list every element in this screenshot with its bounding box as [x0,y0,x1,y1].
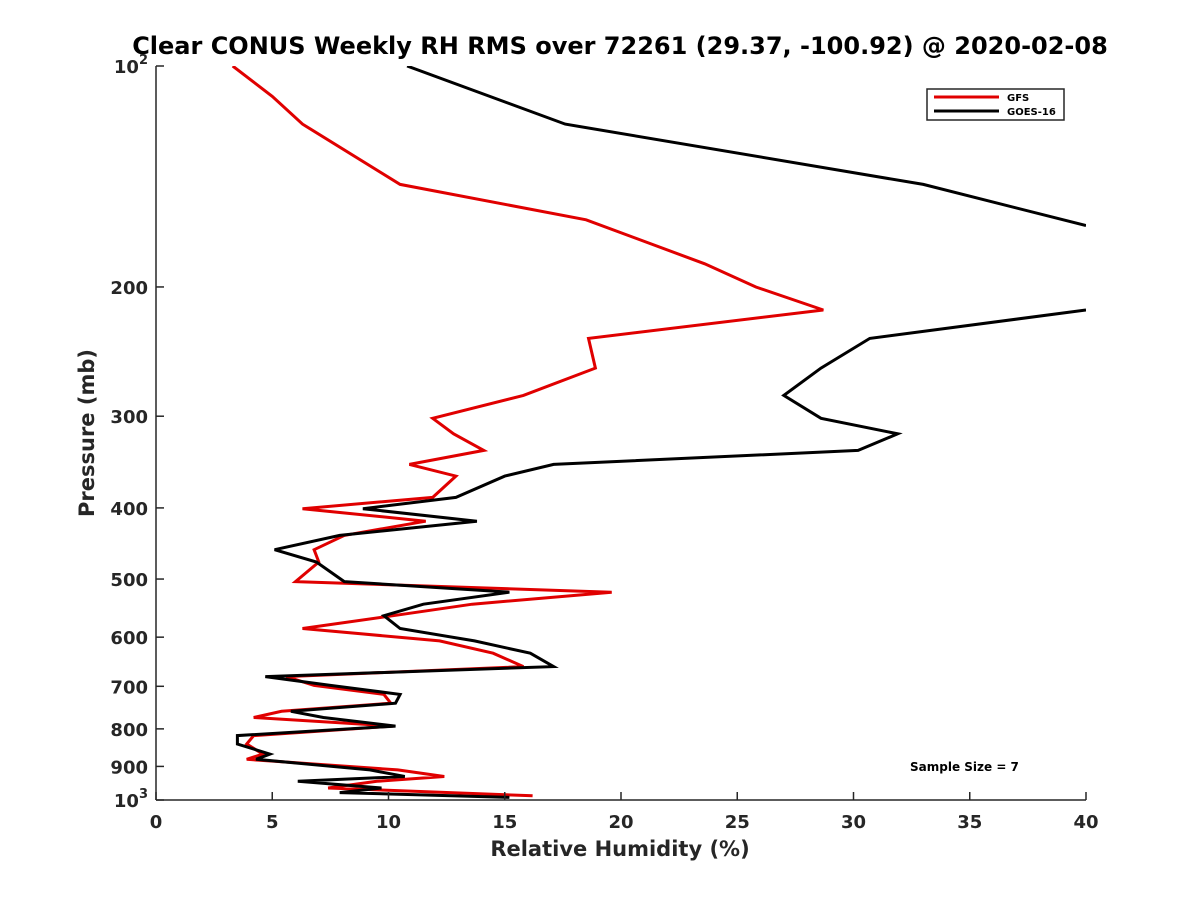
plot-lines [231,66,1086,799]
series-line-gfs [231,66,824,798]
x-tick-label: 25 [725,812,750,833]
series-line-goes-16 [235,66,1086,799]
y-tick-label: 200 [110,278,148,299]
axes: 0 5 10 15 20 25 30 35 40 102 200 300 400 500 600 700 800… [110,53,1098,833]
y-tick-label: 800 [110,720,148,741]
y-tick-label: 300 [110,407,148,428]
x-tick-label: 40 [1073,812,1098,833]
legend-entry-label: GOES-16 [1007,107,1056,118]
y-tick-label: 400 [110,499,148,520]
sample-size-annotation: Sample Size = 7 [910,760,1019,774]
x-tick-label: 10 [376,812,401,833]
x-tick-label: 20 [608,812,633,833]
legend-box [926,88,1065,121]
y-tick-label: 900 [110,757,148,778]
x-tick-label: 0 [150,812,163,833]
x-axis-label: Relative Humidity (%) [490,837,749,861]
y-tick-label: 500 [110,570,148,591]
chart-title: Clear CONUS Weekly RH RMS over 72261 (29… [132,32,1108,60]
x-tick-label: 30 [841,812,866,833]
y-tick-label: 103 [114,787,148,812]
x-tick-label: 35 [957,812,982,833]
y-axis-label: Pressure (mb) [75,349,99,517]
y-tick-label: 102 [114,53,148,78]
y-tick-label: 600 [110,628,148,649]
legend-entry-label: GFS [1007,93,1029,104]
y-tick-label: 700 [110,677,148,698]
x-tick-label: 5 [266,812,279,833]
legend: GFS GOES-16 [926,88,1065,121]
x-tick-label: 15 [492,812,517,833]
